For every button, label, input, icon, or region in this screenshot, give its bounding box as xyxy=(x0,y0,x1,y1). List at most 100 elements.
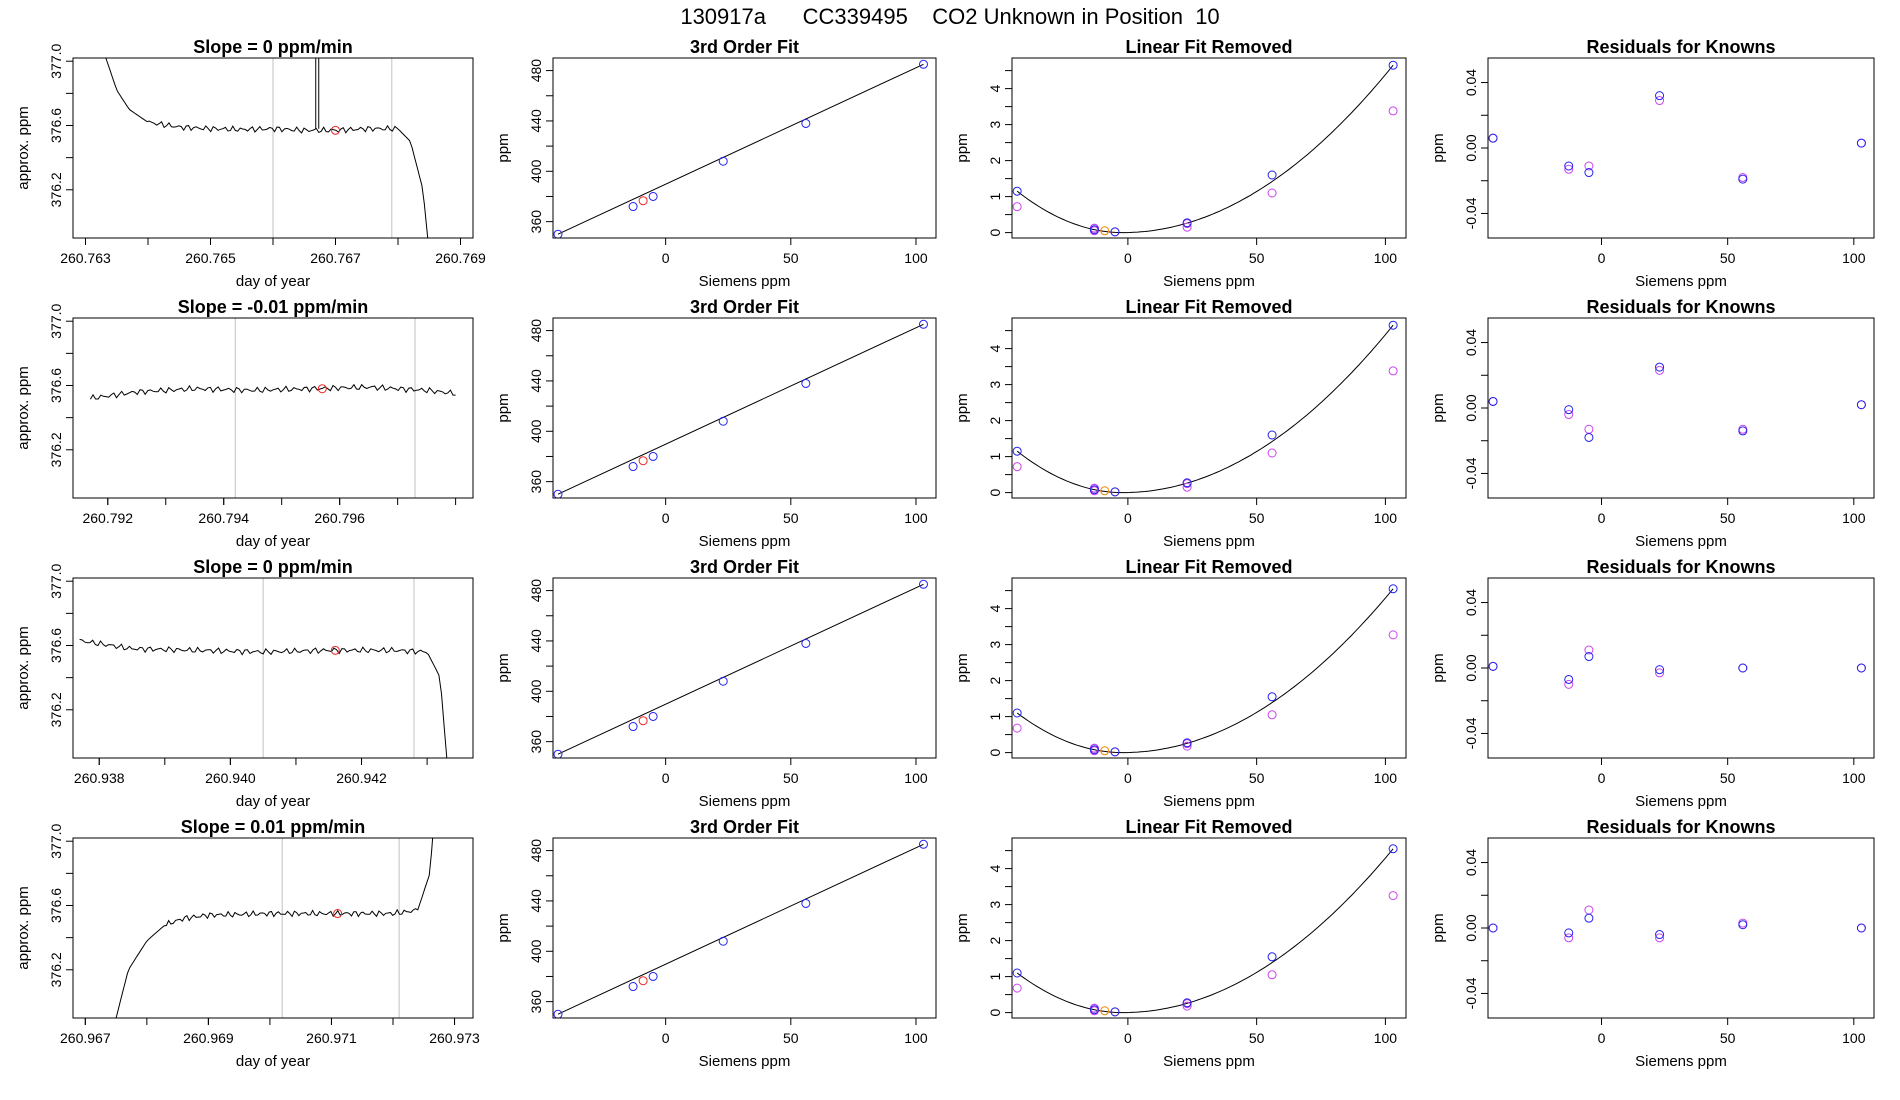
fit-line xyxy=(557,583,924,755)
blue-point xyxy=(1012,968,1022,978)
unknown-point xyxy=(638,456,648,466)
y-tick-label: 4 xyxy=(987,864,1003,872)
fit-curve xyxy=(1016,588,1394,754)
y-tick-label: 376.6 xyxy=(48,368,64,403)
y-tick-label: 360 xyxy=(528,730,544,754)
known-point xyxy=(918,319,928,329)
panel-plot-area xyxy=(105,58,429,238)
y-tick-label: 360 xyxy=(528,990,544,1014)
panel-3-2: Linear Fit Removed Siemens ppm ppm 0 50 100 0 1… xyxy=(954,817,1407,1070)
x-tick-label: 100 xyxy=(1842,250,1866,266)
known-point xyxy=(553,489,563,498)
panel-title: Linear Fit Removed xyxy=(1125,297,1292,317)
x-tick-label: 260.967 xyxy=(60,1030,111,1046)
purple-point xyxy=(1267,970,1277,980)
unknown-marker xyxy=(317,384,327,394)
x-axis-label: Siemens ppm xyxy=(1635,793,1727,810)
y-tick-label: 377.0 xyxy=(48,303,64,338)
x-axis-label: Siemens ppm xyxy=(1163,1053,1255,1070)
unknown-marker xyxy=(330,645,340,655)
x-tick-label: 100 xyxy=(1374,1030,1398,1046)
y-tick-label: 2 xyxy=(987,156,1003,164)
y-tick-label: 400 xyxy=(528,159,544,183)
blue-point xyxy=(1182,738,1192,748)
panel-title: 3rd Order Fit xyxy=(690,817,799,837)
panel-0-3: Residuals for Knowns Siemens ppm ppm 0 50 100… xyxy=(1430,37,1875,290)
y-tick-label: 3 xyxy=(987,120,1003,128)
panel-plot-area xyxy=(1488,362,1866,442)
residual-blue-point xyxy=(1564,405,1574,415)
known-point xyxy=(553,229,563,238)
x-axis-label: Siemens ppm xyxy=(699,1053,791,1070)
purple-point xyxy=(1182,222,1192,232)
purple-point xyxy=(1267,188,1277,198)
panel-title: Linear Fit Removed xyxy=(1125,557,1292,577)
residual-blue-point xyxy=(1655,665,1665,675)
known-point xyxy=(918,839,928,849)
x-tick-label: 100 xyxy=(1374,510,1398,526)
x-axis-label: Siemens ppm xyxy=(699,273,791,290)
x-tick-label: 50 xyxy=(1720,250,1736,266)
blue-point xyxy=(1267,170,1277,180)
blue-point xyxy=(1089,485,1099,495)
known-point xyxy=(628,462,638,472)
panel-plot-area xyxy=(553,59,928,238)
residual-blue-point xyxy=(1584,652,1594,662)
y-tick-label: 376.6 xyxy=(48,108,64,143)
panel-frame xyxy=(552,57,937,239)
residual-blue-point xyxy=(1488,661,1498,671)
panel-frame xyxy=(1487,577,1875,759)
blue-point xyxy=(1267,952,1277,962)
panel-plot-area xyxy=(79,578,448,758)
residual-blue-point xyxy=(1738,426,1748,436)
y-tick-label: 376.2 xyxy=(48,952,64,987)
panel-2-2: Linear Fit Removed Siemens ppm ppm 0 50 100 0 1… xyxy=(954,557,1407,810)
blue-point xyxy=(1388,584,1398,594)
y-tick-label: 4 xyxy=(987,84,1003,92)
residual-purple-point xyxy=(1564,679,1574,689)
time-series-line xyxy=(115,838,434,1018)
y-tick-label: 376.2 xyxy=(48,432,64,467)
panel-frame xyxy=(1487,317,1875,499)
x-tick-label: 100 xyxy=(1842,770,1866,786)
x-tick-label: 260.938 xyxy=(74,770,125,786)
y-tick-label: 376.2 xyxy=(48,692,64,727)
panel-title: Slope = 0 ppm/min xyxy=(193,37,353,57)
panel-frame xyxy=(1011,57,1407,239)
x-tick-label: 260.796 xyxy=(314,510,365,526)
x-tick-label: 260.973 xyxy=(429,1030,480,1046)
purple-point xyxy=(1388,630,1398,640)
panel-title: 3rd Order Fit xyxy=(690,37,799,57)
panel-2-0: Slope = 0 ppm/min day of year approx. ppm 2… xyxy=(15,557,474,810)
x-axis-label: Siemens ppm xyxy=(1635,1053,1727,1070)
purple-point xyxy=(1012,983,1022,993)
purple-point xyxy=(1012,202,1022,212)
residual-blue-point xyxy=(1655,362,1665,372)
known-point xyxy=(648,451,658,461)
panel-title: Linear Fit Removed xyxy=(1125,817,1292,837)
x-axis-label: Siemens ppm xyxy=(1163,533,1255,550)
residual-purple-point xyxy=(1655,96,1665,106)
unknown-point xyxy=(1100,486,1110,496)
known-point xyxy=(628,722,638,732)
fit-curve xyxy=(1016,324,1394,494)
y-axis-label: ppm xyxy=(954,653,971,682)
unknown-point xyxy=(1100,1006,1110,1016)
residual-blue-point xyxy=(1488,133,1498,143)
y-tick-label: 440 xyxy=(528,369,544,393)
x-tick-label: 260.940 xyxy=(205,770,256,786)
panel-2-1: 3rd Order Fit Siemens ppm ppm 0 50 100 360 400 4… xyxy=(495,557,937,810)
panel-title: 3rd Order Fit xyxy=(690,557,799,577)
y-tick-label: 376.6 xyxy=(48,888,64,923)
panel-3-3: Residuals for Knowns Siemens ppm ppm 0 50 100… xyxy=(1430,817,1875,1070)
x-tick-label: 50 xyxy=(1249,1030,1265,1046)
panel-frame xyxy=(552,837,937,1019)
panel-title: 3rd Order Fit xyxy=(690,297,799,317)
panel-0-2: Linear Fit Removed Siemens ppm ppm 0 50 100 0 1… xyxy=(954,37,1407,290)
y-tick-label: 0.04 xyxy=(1463,849,1479,876)
y-axis-label: approx. ppm xyxy=(15,366,32,449)
panel-frame xyxy=(72,317,474,499)
known-point xyxy=(718,936,728,946)
y-tick-label: 0.00 xyxy=(1463,134,1479,161)
y-tick-label: 0.04 xyxy=(1463,329,1479,356)
